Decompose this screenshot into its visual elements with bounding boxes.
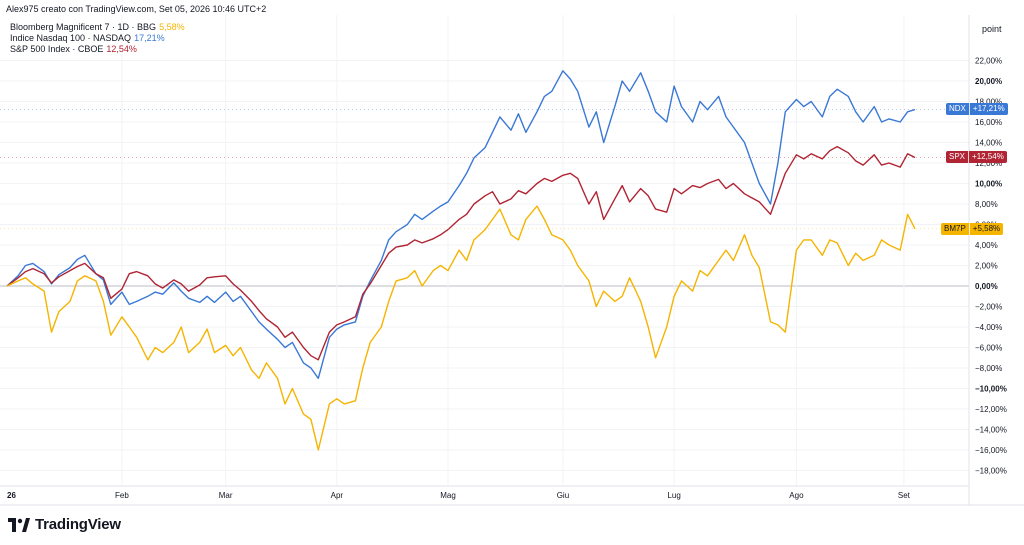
legend-item-ndx[interactable]: Indice Nasdaq 100 · NASDAQ 17,21%	[10, 33, 185, 44]
y-tick-label: −6,00%	[975, 344, 1002, 353]
legend-label: S&P 500 Index · CBOE	[10, 44, 104, 54]
x-tick-label: Apr	[331, 491, 344, 500]
badge-value: +5,58%	[972, 224, 1001, 233]
x-tick-label: 26	[7, 491, 16, 500]
y-tick-label: 20,00%	[975, 77, 1002, 86]
y-tick-label: 12,00%	[975, 159, 1002, 168]
y-tick-label: 14,00%	[975, 139, 1002, 148]
series-line-ndx	[6, 70, 916, 379]
x-tick-label: Ago	[789, 491, 804, 500]
badge-symbol: SPX	[946, 151, 970, 163]
y-axis-unit-label: point	[982, 24, 1002, 34]
badge-symbol: BM7P	[941, 223, 970, 235]
y-tick-label: 4,00%	[975, 241, 998, 250]
y-tick-label: −16,00%	[975, 446, 1007, 455]
badge-symbol: NDX	[946, 103, 970, 115]
price-badge-bm7p: BM7P +5,58%	[941, 223, 1004, 235]
y-tick-label: −12,00%	[975, 405, 1007, 414]
x-tick-label: Lug	[667, 491, 680, 500]
price-badge-spx: SPX +12,54%	[946, 151, 1007, 163]
series-line-bm7p	[6, 205, 916, 451]
legend-label: Bloomberg Magnificent 7 · 1D · BBG	[10, 22, 157, 32]
y-tick-label: −10,00%	[975, 385, 1007, 394]
y-tick-label: −18,00%	[975, 467, 1007, 476]
legend-value: 5,58%	[159, 22, 185, 32]
legend: Bloomberg Magnificent 7 · 1D · BBG 5,58% …	[10, 22, 185, 55]
legend-value: 12,54%	[106, 44, 137, 54]
legend-label: Indice Nasdaq 100 · NASDAQ	[10, 33, 132, 43]
y-tick-label: 8,00%	[975, 200, 998, 209]
badge-value: +12,54%	[972, 152, 1004, 161]
y-tick-label: 16,00%	[975, 118, 1002, 127]
brand-name: TradingView	[35, 516, 121, 533]
attribution-text: Alex975 creato con TradingView.com, Set …	[6, 4, 267, 14]
legend-item-bm7p[interactable]: Bloomberg Magnificent 7 · 1D · BBG 5,58%	[10, 22, 185, 33]
tradingview-logo-icon	[8, 517, 30, 532]
series-line-spx	[6, 145, 916, 361]
y-tick-label: 22,00%	[975, 57, 1002, 66]
y-tick-label: 2,00%	[975, 262, 998, 271]
y-tick-label: −14,00%	[975, 426, 1007, 435]
y-tick-label: 10,00%	[975, 180, 1002, 189]
y-tick-label: 18,00%	[975, 98, 1002, 107]
legend-item-spx[interactable]: S&P 500 Index · CBOE 12,54%	[10, 44, 185, 55]
y-tick-label: −4,00%	[975, 323, 1002, 332]
x-tick-label: Feb	[115, 491, 129, 500]
tradingview-logo[interactable]: TradingView	[8, 516, 121, 533]
y-tick-label: 0,00%	[975, 282, 998, 291]
price-badge-ndx: NDX +17,21%	[946, 103, 1008, 115]
badge-value: +17,21%	[972, 104, 1005, 113]
y-tick-label: −2,00%	[975, 303, 1002, 312]
x-tick-label: Mar	[219, 491, 233, 500]
legend-value: 17,21%	[134, 33, 165, 43]
x-tick-label: Set	[898, 491, 911, 500]
y-tick-label: −8,00%	[975, 364, 1002, 373]
x-tick-label: Giu	[557, 491, 569, 500]
x-tick-label: Mag	[440, 491, 456, 500]
